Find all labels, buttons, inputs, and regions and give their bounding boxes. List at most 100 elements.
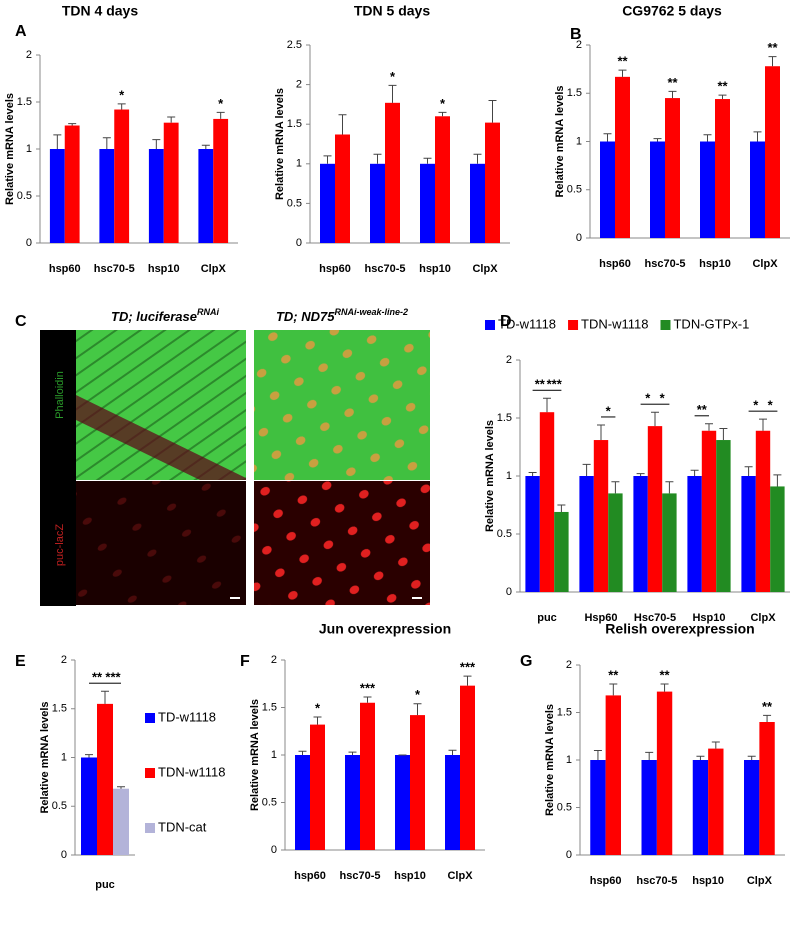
y-tick-label: 2: [26, 49, 32, 61]
bar: [770, 486, 785, 592]
bar: [395, 755, 410, 850]
y-tick-label: 2.5: [287, 39, 302, 51]
chart-title: CG9762 5 days: [622, 3, 722, 19]
y-tick-label: 1: [566, 754, 572, 766]
y-tick-label: 0.5: [262, 796, 277, 808]
error-bar: [618, 69, 627, 77]
error-bar: [645, 751, 654, 760]
y-tick-label: 0.5: [287, 197, 302, 209]
significance: **: [617, 54, 628, 69]
y-tick-label: 0: [296, 237, 302, 249]
bar: [97, 703, 113, 855]
legend-swatch: [145, 713, 155, 723]
y-axis-label: Relative mRNA levels: [544, 704, 556, 816]
error-bar: [753, 131, 762, 142]
bar: [715, 99, 730, 238]
y-axis-label: Relative mRNA levels: [249, 699, 261, 811]
y-tick-label: 1: [576, 135, 582, 147]
y-tick-label: 2: [506, 354, 512, 366]
bar: [579, 476, 594, 592]
y-tick-label: 2: [576, 39, 582, 51]
error-bar: [690, 469, 699, 476]
error-bar: [323, 155, 332, 164]
bar: [744, 760, 760, 855]
x-tick-label: hsp60: [590, 875, 622, 887]
error-bar: [759, 418, 767, 431]
legend-label: TDN-cat: [158, 819, 207, 834]
y-tick-label: 2: [566, 659, 572, 671]
y-tick-label: 1.5: [17, 96, 32, 108]
legend-swatch: [660, 320, 671, 330]
significance: *: [440, 96, 446, 111]
error-bar: [102, 137, 111, 149]
label-text: TD; luciferase: [111, 309, 197, 324]
bar: [539, 412, 555, 592]
bar: [692, 760, 709, 855]
error-bar: [668, 90, 677, 99]
significance: ***: [460, 660, 476, 675]
legend-label: TDN-GTPx-1: [673, 316, 749, 331]
error-bar: [582, 463, 591, 476]
error-bar: [528, 472, 537, 476]
bar: [750, 141, 765, 238]
y-tick-label: 0.5: [17, 190, 32, 202]
panel-letter: A: [15, 23, 27, 40]
significance: **: [608, 667, 619, 682]
x-tick-label: hsp10: [692, 875, 724, 887]
y-axis-label: Relative mRNA levels: [39, 701, 51, 813]
y-tick-label: 1.5: [262, 701, 277, 713]
stain-label: Phalloidin: [54, 371, 66, 419]
error-bar: [101, 690, 109, 704]
bar: [360, 702, 375, 850]
image-label: TD; ND75RNAi-weak-line-2: [276, 307, 408, 324]
y-tick-label: 1: [26, 143, 32, 155]
significance: *: [768, 398, 774, 413]
error-bar: [703, 134, 712, 142]
bar: [470, 163, 485, 243]
y-tick-label: 1.5: [52, 703, 67, 715]
bar: [716, 440, 731, 592]
error-bar: [413, 703, 422, 716]
y-tick-label: 1.5: [497, 412, 512, 424]
panel-letter: F: [240, 653, 250, 670]
label-sup: RNAi-weak-line-2: [334, 307, 408, 317]
error-bar: [53, 134, 62, 149]
panel-letter: G: [520, 653, 532, 670]
legend-swatch: [568, 320, 579, 330]
micrograph: [254, 330, 430, 480]
error-bar: [373, 153, 382, 164]
bar: [741, 476, 756, 592]
x-tick-label: hsp10: [699, 258, 731, 270]
significance: **: [667, 75, 678, 90]
bar: [213, 118, 229, 243]
significance: *: [415, 687, 421, 702]
bar: [345, 755, 360, 850]
error-bar: [363, 696, 372, 703]
significance: *: [218, 96, 224, 111]
x-tick-label: ClpX: [747, 875, 773, 887]
bar: [554, 511, 569, 592]
bar: [310, 724, 325, 850]
legend-swatch: [485, 320, 495, 330]
error-bar: [719, 427, 728, 441]
legend-label: TDN-w1118: [158, 764, 225, 779]
error-bar: [448, 749, 457, 755]
bar: [525, 476, 540, 592]
significance: *: [753, 398, 759, 413]
y-tick-label: 2: [271, 654, 277, 666]
bar: [163, 122, 179, 243]
label-sup: RNAi: [197, 307, 219, 317]
error-bar: [201, 144, 210, 149]
y-tick-label: 0.5: [52, 800, 67, 812]
panel-letter: C: [15, 313, 27, 330]
significance: **: [697, 402, 708, 417]
error-bar: [543, 397, 551, 413]
chart-title: Relish overexpression: [605, 621, 754, 637]
bar: [600, 141, 615, 238]
error-bar: [557, 504, 566, 512]
significance: ***: [360, 680, 376, 695]
y-tick-label: 0: [271, 844, 277, 856]
micrograph-shadow: [76, 395, 246, 480]
bar: [335, 134, 350, 243]
